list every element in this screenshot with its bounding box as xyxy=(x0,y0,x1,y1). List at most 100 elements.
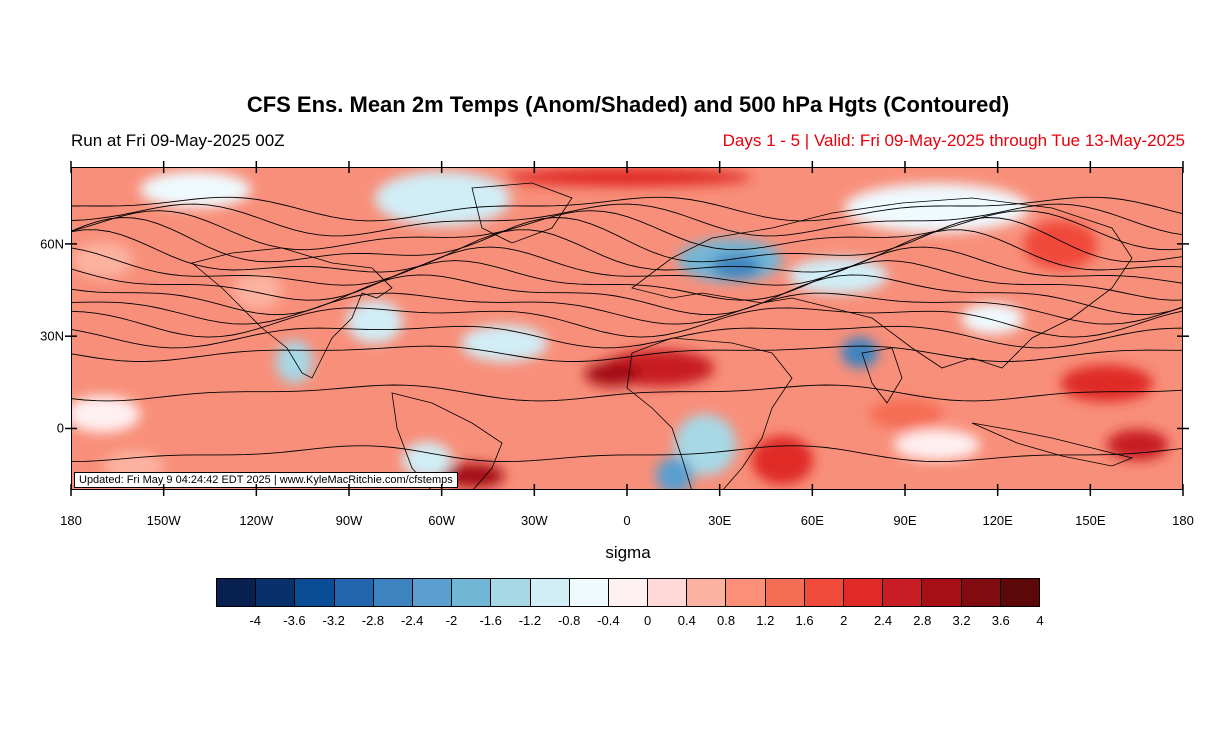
height-contour-line xyxy=(72,210,1182,251)
colorbar-swatch xyxy=(295,579,335,606)
colorbar-tick-label: 0.4 xyxy=(677,613,696,628)
longitude-tick-label: 90E xyxy=(893,513,917,528)
colorbar-title: sigma xyxy=(605,543,651,562)
run-time-label: Run at Fri 09-May-2025 00Z xyxy=(71,131,285,150)
anomaly-blob xyxy=(584,361,641,387)
africa-coast xyxy=(626,337,793,489)
update-timestamp-box: Updated: Fri May 9 04:24:42 EDT 2025 | w… xyxy=(74,472,458,488)
colorbar-swatch xyxy=(726,579,766,606)
anomaly-blob xyxy=(139,171,252,208)
longitude-tick-label: 30E xyxy=(708,513,732,528)
coastlines xyxy=(191,182,1134,489)
height-contour-line xyxy=(72,203,1182,237)
height-contour-line xyxy=(72,325,1182,349)
colorbar-swatch xyxy=(373,579,413,606)
colorbar-tick-label: 1.2 xyxy=(756,613,775,628)
anomaly-blob xyxy=(1023,220,1098,270)
longitude-tick-label: 60W xyxy=(428,513,456,528)
longitude-tick-label: 180 xyxy=(1172,513,1194,528)
height-contour-line xyxy=(72,260,1182,301)
height-contour-line xyxy=(72,229,1182,273)
anomaly-blob xyxy=(961,303,1024,335)
anomaly-blob xyxy=(841,337,879,368)
colorbar-tick-label: -4 xyxy=(249,613,262,628)
colorbar-tick-label: -0.4 xyxy=(597,613,620,628)
anomaly-map xyxy=(71,167,1183,490)
anomaly-blob xyxy=(844,183,1030,233)
longitude-tick-label: 120E xyxy=(982,513,1013,528)
height-contour-line xyxy=(72,196,1182,222)
colorbar-swatch xyxy=(648,579,688,606)
anomaly-blob xyxy=(868,398,944,430)
colorbar-tick-label: 0 xyxy=(643,613,652,628)
anomaly-blob xyxy=(275,340,313,384)
anomaly-blob xyxy=(232,272,283,310)
anomaly-blob xyxy=(374,171,511,227)
colorbar-tick-label: -3.2 xyxy=(322,613,345,628)
anomaly-map-canvas xyxy=(72,168,1182,489)
anomaly-blob xyxy=(504,168,752,187)
anomaly-blob xyxy=(72,395,140,433)
colorbar-tick-label: -2.4 xyxy=(400,613,424,628)
latitude-tick-label: 60N xyxy=(40,236,64,252)
colorbar-tick-label: 0.8 xyxy=(717,613,736,628)
colorbar-swatch xyxy=(217,579,257,606)
anomaly-blob xyxy=(346,300,403,344)
colorbar-tick-label: -2 xyxy=(445,613,458,628)
longitude-tick-label: 180 xyxy=(60,513,82,528)
colorbar-swatch xyxy=(569,579,609,606)
colorbar-swatch xyxy=(608,579,649,606)
colorbar-tick-label: 2.4 xyxy=(874,613,893,628)
height-contour-line xyxy=(72,292,1182,325)
colorbar-tick-label: -3.6 xyxy=(283,613,306,628)
colorbar-swatch xyxy=(1000,579,1039,606)
longitude-tick-label: 150W xyxy=(146,513,181,528)
colorbar-tick-label: 2 xyxy=(840,613,848,628)
latitude-tick-label: 30N xyxy=(40,328,64,344)
colorbar-tick-label: 1.6 xyxy=(795,613,814,628)
south-america-coast xyxy=(391,392,503,489)
height-contour-line xyxy=(72,274,1182,316)
anomaly-blob xyxy=(1106,429,1169,461)
anomaly-blob xyxy=(655,457,693,489)
longitude-tick-label: 120W xyxy=(239,513,274,528)
maritime-continent-coast xyxy=(971,422,1134,467)
colorbar-swatch xyxy=(765,579,805,606)
anomaly-blob xyxy=(751,435,814,485)
height-contour-line xyxy=(72,217,1182,263)
height-contour-line xyxy=(72,445,1182,463)
longitude-tick-label: 30W xyxy=(520,513,548,528)
colorbar-swatch xyxy=(922,579,962,606)
anomaly-blob xyxy=(893,429,981,461)
colorbar-swatch xyxy=(334,579,374,606)
longitude-tick-label: 60E xyxy=(800,513,824,528)
north-america-coast xyxy=(191,247,393,379)
anomaly-blob xyxy=(674,414,737,476)
colorbar-swatch xyxy=(844,579,884,606)
colorbar-tick-label: -2.8 xyxy=(361,613,385,628)
colorbar-swatch xyxy=(256,579,296,606)
longitude-tick-label: 90W xyxy=(335,513,363,528)
anomaly-blob xyxy=(442,463,505,488)
height-contour-line xyxy=(72,384,1182,402)
height-contours xyxy=(72,196,1182,463)
colorbar-tick-label: -1.6 xyxy=(479,613,502,628)
map-title: CFS Ens. Mean 2m Temps (Anom/Shaded) and… xyxy=(246,92,1010,117)
height-contour-line xyxy=(72,307,1182,338)
colorbar-tick-label: -0.8 xyxy=(557,613,581,628)
colorbar xyxy=(216,578,1040,607)
colorbar-swatch xyxy=(412,579,453,606)
colorbar-tick-label: 3.2 xyxy=(952,613,971,628)
colorbar-swatch xyxy=(687,579,727,606)
longitude-tick-label: 0 xyxy=(623,513,631,528)
colorbar-swatch xyxy=(452,579,492,606)
longitude-tick-label: 150E xyxy=(1075,513,1106,528)
colorbar-swatch xyxy=(491,579,531,606)
colorbar-swatch xyxy=(530,579,570,606)
greenland-coast xyxy=(471,182,573,244)
colorbar-swatch xyxy=(804,579,844,606)
height-contour-line xyxy=(72,345,1182,362)
colorbar-tick-label: 2.8 xyxy=(913,613,932,628)
colorbar-tick-label: 4 xyxy=(1036,613,1044,628)
